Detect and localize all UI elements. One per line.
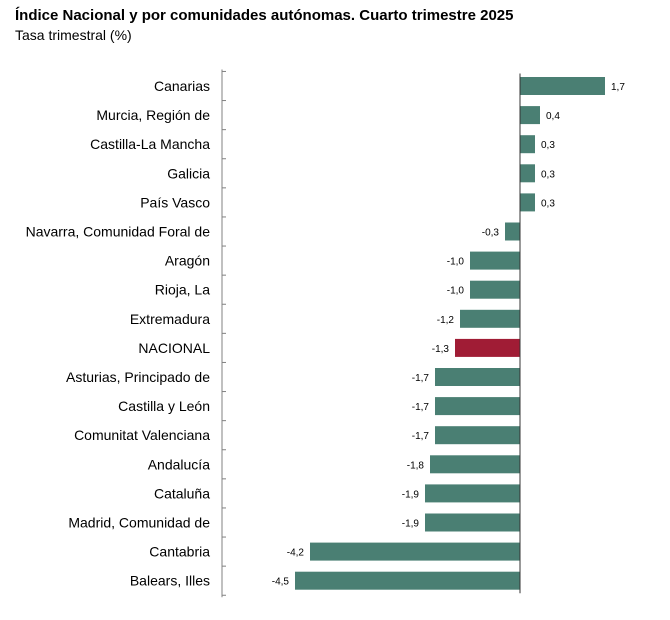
category-label: Cataluña xyxy=(154,485,210,501)
category-label: Murcia, Región de xyxy=(96,107,210,123)
data-label: -1,8 xyxy=(407,460,425,471)
category-label: Andalucía xyxy=(148,456,210,472)
bar xyxy=(430,455,520,474)
category-label: Castilla y León xyxy=(118,398,210,414)
bar xyxy=(520,164,535,183)
category-label: Madrid, Comunidad de xyxy=(68,515,210,531)
chart-subtitle: Tasa trimestral (%) xyxy=(15,27,132,43)
bar xyxy=(455,338,520,357)
data-label: -1,7 xyxy=(412,373,430,384)
data-label: -1,7 xyxy=(412,402,430,413)
category-label: Canarias xyxy=(154,78,210,94)
data-label: 0,3 xyxy=(541,140,555,151)
data-label: 0,4 xyxy=(546,111,560,122)
category-label: País Vasco xyxy=(140,194,210,210)
data-label: -1,0 xyxy=(447,286,465,297)
bar xyxy=(520,193,535,212)
data-label: -4,2 xyxy=(287,548,305,559)
bar xyxy=(435,426,520,445)
bar xyxy=(425,484,520,503)
category-label: Aragón xyxy=(165,253,210,269)
category-label: Extremadura xyxy=(130,311,210,327)
bar xyxy=(520,77,605,95)
data-label: 0,3 xyxy=(541,169,555,180)
bar xyxy=(435,397,520,416)
data-label: -1,3 xyxy=(432,344,450,355)
category-label: Cantabria xyxy=(149,544,210,560)
bar xyxy=(505,222,520,241)
bar xyxy=(470,280,520,299)
bar xyxy=(425,513,520,532)
bar xyxy=(435,368,520,386)
data-label: -1,0 xyxy=(447,257,465,268)
category-label: NACIONAL xyxy=(138,340,210,356)
data-label: -4,5 xyxy=(272,577,290,588)
category-label: Castilla-La Mancha xyxy=(90,136,210,152)
bar xyxy=(295,571,520,590)
category-label: Balears, Illes xyxy=(130,573,210,589)
data-label: -1,2 xyxy=(437,315,455,326)
data-label: -1,9 xyxy=(402,519,420,530)
bar xyxy=(470,251,520,270)
category-label: Rioja, La xyxy=(155,282,210,298)
data-label: -1,9 xyxy=(402,489,420,500)
chart-title: Índice Nacional y por comunidades autóno… xyxy=(15,7,514,24)
data-label: 1,7 xyxy=(611,82,625,93)
data-label: -1,7 xyxy=(412,431,430,442)
category-label: Galicia xyxy=(167,165,210,181)
bar xyxy=(520,135,535,154)
category-label: Asturias, Principado de xyxy=(66,369,210,385)
category-label: Navarra, Comunidad Foral de xyxy=(26,224,211,240)
data-label: -0,3 xyxy=(482,228,500,239)
bar xyxy=(520,106,540,125)
bar xyxy=(310,542,520,561)
data-label: 0,3 xyxy=(541,198,555,209)
bar xyxy=(460,309,520,328)
category-label: Comunitat Valenciana xyxy=(74,427,210,443)
